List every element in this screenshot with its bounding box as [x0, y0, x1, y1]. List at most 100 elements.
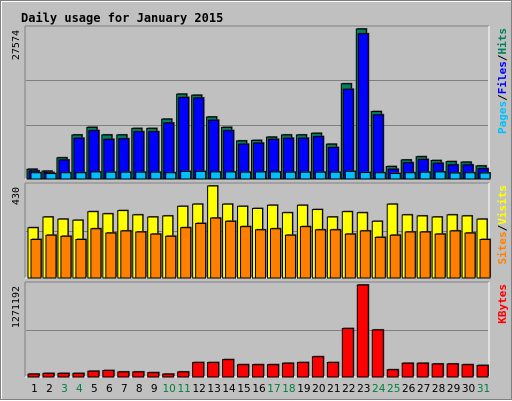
- bar-pages-day-23: [359, 171, 371, 180]
- bar-pages-day-17: [269, 171, 281, 180]
- bar-sites-day-30: [464, 232, 476, 279]
- x-tick-label: 24: [372, 383, 386, 395]
- x-tick-label: 31: [477, 383, 490, 395]
- bar-pages-day-21: [329, 171, 341, 180]
- bar-sites-day-22: [344, 233, 356, 279]
- bar-files-day-13: [208, 119, 220, 180]
- bar-kbytes-day-4: [72, 372, 85, 378]
- bar-kbytes-day-31: [476, 364, 489, 378]
- bar-pages-day-16: [255, 171, 267, 180]
- bar-kbytes-day-23: [356, 284, 369, 378]
- bar-pages-day-26: [404, 172, 416, 180]
- bar-pages-day-22: [344, 170, 356, 180]
- bar-sites-day-14: [225, 220, 237, 279]
- x-tick-label: 21: [327, 383, 340, 395]
- bar-kbytes-day-25: [386, 369, 399, 378]
- bar-files-day-22: [342, 88, 354, 180]
- x-tick-label: 16: [252, 383, 266, 395]
- x-tick-label: 25: [387, 383, 400, 395]
- x-tick-label: 2: [46, 383, 53, 395]
- plot-area: [25, 282, 489, 377]
- bar-sites-day-24: [374, 236, 386, 279]
- x-tick-label: 6: [106, 383, 113, 395]
- bar-kbytes-day-11: [177, 371, 190, 378]
- y-max-label: 27574: [11, 30, 22, 60]
- bar-sites-day-5: [90, 228, 102, 279]
- bar-pages-day-27: [419, 171, 431, 180]
- bar-kbytes-day-2: [42, 372, 55, 378]
- legend-item: Pages: [496, 101, 509, 134]
- bar-kbytes-day-5: [87, 370, 100, 378]
- bar-kbytes-day-29: [446, 363, 459, 378]
- bar-sites-day-9: [150, 233, 162, 279]
- bar-sites-day-10: [165, 235, 177, 279]
- bar-kbytes-day-28: [431, 363, 444, 378]
- bar-files-day-23: [357, 33, 369, 180]
- legend-item: Files: [496, 61, 509, 94]
- bar-kbytes-day-19: [296, 362, 309, 378]
- bar-sites-day-27: [419, 231, 431, 279]
- bar-kbytes-day-1: [27, 373, 40, 378]
- bar-pages-day-8: [135, 171, 147, 180]
- bar-pages-day-30: [464, 172, 476, 180]
- bar-sites-day-15: [240, 226, 252, 279]
- bar-pages-day-13: [210, 171, 222, 180]
- bar-sites-day-7: [120, 230, 132, 279]
- bar-pages-day-20: [314, 171, 326, 180]
- legend-item: KBytes: [496, 284, 509, 324]
- bar-pages-day-4: [75, 172, 87, 180]
- bar-kbytes-day-3: [57, 372, 70, 378]
- bar-kbytes-day-30: [461, 364, 474, 378]
- bar-kbytes-day-21: [326, 362, 339, 378]
- legend-item: /: [496, 94, 509, 101]
- chart-panels: 27574Pages/Files/Hits430Sites/Visits1271…: [11, 25, 509, 378]
- bar-pages-day-1: [30, 172, 42, 180]
- bar-sites-day-26: [404, 231, 416, 279]
- bar-sites-day-3: [60, 235, 72, 279]
- x-tick-label: 18: [282, 383, 295, 395]
- x-tick-label: 10: [163, 383, 176, 395]
- bar-kbytes-day-22: [341, 328, 354, 378]
- bar-pages-day-24: [374, 172, 386, 180]
- bar-kbytes-day-17: [266, 364, 279, 378]
- x-tick-label: 23: [357, 383, 370, 395]
- bar-pages-day-29: [449, 172, 461, 180]
- bar-kbytes-day-15: [237, 364, 250, 378]
- bar-pages-day-7: [120, 171, 132, 180]
- bar-files-day-10: [163, 122, 175, 180]
- bar-pages-day-3: [60, 172, 72, 180]
- panel-kbytes: 1271192 KBytes: [11, 281, 509, 378]
- bar-kbytes-day-18: [281, 362, 294, 378]
- x-tick-label: 7: [121, 383, 128, 395]
- bar-kbytes-day-24: [371, 329, 384, 378]
- x-tick-label: 14: [222, 383, 236, 395]
- bar-sites-day-19: [299, 226, 311, 279]
- bar-sites-day-13: [210, 217, 222, 279]
- legend-visits-sites: Sites/Visits: [496, 185, 509, 265]
- bar-pages-day-10: [165, 172, 177, 180]
- bar-kbytes-day-8: [132, 371, 145, 378]
- bar-files-day-11: [178, 96, 190, 180]
- x-tick-label: 30: [462, 383, 475, 395]
- x-tick-label: 9: [151, 383, 158, 395]
- x-tick-label: 12: [192, 383, 205, 395]
- bar-sites-day-6: [105, 232, 117, 279]
- x-tick-label: 3: [61, 383, 68, 395]
- bar-kbytes-day-12: [192, 362, 205, 378]
- bar-sites-day-29: [449, 230, 461, 279]
- bar-pages-day-18: [284, 171, 296, 180]
- bar-kbytes-day-16: [252, 364, 265, 378]
- bar-pages-day-12: [195, 170, 207, 180]
- x-tick-label: 29: [447, 383, 460, 395]
- bar-pages-day-14: [225, 171, 237, 180]
- bar-sites-day-1: [30, 238, 42, 279]
- bar-files-day-12: [193, 97, 205, 180]
- x-axis-labels: 1 2 3 4 5 6 7 8 9 10 11 12 13 14 15 16 17 18 19 20 21 22 23 24 2…: [31, 383, 490, 395]
- panel-visits-sites: 430 Sites/Visits: [11, 182, 509, 279]
- bar-pages-day-5: [90, 171, 102, 180]
- x-tick-label: 27: [417, 383, 430, 395]
- legend-item: Sites: [496, 231, 509, 264]
